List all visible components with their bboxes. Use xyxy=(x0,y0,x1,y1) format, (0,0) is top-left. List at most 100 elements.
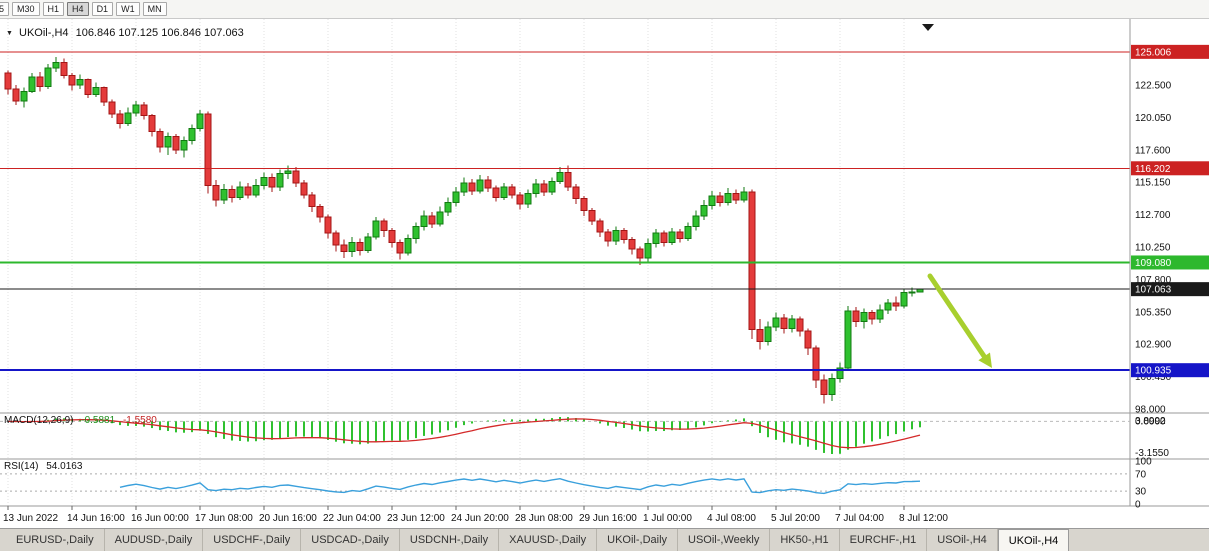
timeframe-button-w1[interactable]: W1 xyxy=(116,2,140,16)
candle-body xyxy=(684,226,692,239)
candle-body xyxy=(356,241,364,251)
chart-tab-audusd-daily[interactable]: AUDUSD-,Daily xyxy=(105,529,204,551)
chart-tabbar: EURUSD-,Daily AUDUSD-,Daily USDCHF-,Daily U… xyxy=(0,528,1209,551)
current-price-line-price-badge: 107.063 xyxy=(1131,282,1209,297)
chart-area[interactable]: 122.500 120.050 117.600 115.150 112.700 110.2… xyxy=(0,19,1209,528)
macd-signal-line xyxy=(7,418,921,449)
svg-text:107.800: 107.800 xyxy=(1135,275,1172,286)
candle-body xyxy=(28,76,36,93)
candle-body xyxy=(548,181,556,193)
candle-body xyxy=(772,317,780,328)
candle-body xyxy=(556,171,564,183)
candle-body xyxy=(900,292,908,307)
svg-text:125.006: 125.006 xyxy=(1135,47,1172,58)
candle-body xyxy=(636,248,644,259)
candle-body xyxy=(172,136,180,151)
candle-body xyxy=(284,170,292,175)
candle-body xyxy=(428,215,436,225)
candle-body xyxy=(188,128,196,142)
timeframe-button-m30[interactable]: M30 xyxy=(12,2,40,16)
candle-body xyxy=(876,309,884,320)
candle-body xyxy=(572,186,580,200)
timeframe-button-h1[interactable]: H1 xyxy=(42,2,65,16)
chart-tab-xauusd-daily[interactable]: XAUUSD-,Daily xyxy=(499,529,598,551)
candle-body xyxy=(476,179,484,192)
timeframe-button-mn[interactable]: MN xyxy=(142,2,167,16)
timeframe-toolbar: 5M30H1H4D1W1MN xyxy=(0,0,1209,19)
candle-body xyxy=(92,87,100,95)
candle-body xyxy=(828,378,836,395)
candle-body xyxy=(316,206,324,218)
scroll-marker-icon[interactable] xyxy=(922,24,934,31)
chart-tab-usdcnh-daily[interactable]: USDCNH-,Daily xyxy=(400,529,500,551)
candle-body xyxy=(68,75,76,86)
candle-body xyxy=(308,194,316,208)
candle-body xyxy=(812,347,820,381)
candle-body xyxy=(516,194,524,205)
svg-text:22 Jun 04:00: 22 Jun 04:00 xyxy=(323,513,381,524)
candle-body xyxy=(108,101,116,115)
chart-tab-hk50-h1[interactable]: HK50-,H1 xyxy=(770,529,840,551)
candle-body xyxy=(788,318,796,329)
candle-body xyxy=(36,76,44,87)
candle-body xyxy=(468,182,476,192)
candle-body xyxy=(700,204,708,217)
candle-body xyxy=(340,244,348,253)
candle-body xyxy=(884,302,892,311)
timeframe-button-5[interactable]: 5 xyxy=(0,2,10,16)
svg-text:0: 0 xyxy=(1135,500,1141,511)
svg-text:117.600: 117.600 xyxy=(1135,145,1171,156)
chart-tab-usdchf-daily[interactable]: USDCHF-,Daily xyxy=(203,529,302,551)
timeframe-button-h4[interactable]: H4 xyxy=(67,2,89,16)
candle-body xyxy=(740,191,748,201)
candle-body xyxy=(460,182,468,193)
svg-text:115.150: 115.150 xyxy=(1135,178,1171,189)
candle-body xyxy=(660,232,668,243)
candle-body xyxy=(652,232,660,245)
chart-tab-eurchf-h1[interactable]: EURCHF-,H1 xyxy=(840,529,928,551)
svg-text:70: 70 xyxy=(1135,469,1147,480)
candle-body xyxy=(732,192,740,201)
svg-text:112.700: 112.700 xyxy=(1135,210,1171,221)
chart-tab-usdcad-daily[interactable]: USDCAD-,Daily xyxy=(301,529,400,551)
price-chart-canvas[interactable]: 122.500 120.050 117.600 115.150 112.700 110.2… xyxy=(0,19,1209,528)
candle-body xyxy=(364,236,372,251)
candle-body xyxy=(484,179,492,189)
svg-text:-3.1550: -3.1550 xyxy=(1135,448,1169,459)
candle-body xyxy=(764,326,772,343)
candle-body xyxy=(268,177,276,188)
candle-body xyxy=(852,310,860,323)
chart-tab-ukoil-daily[interactable]: UKOil-,Daily xyxy=(597,529,679,551)
candle-body xyxy=(564,171,572,188)
candle-body xyxy=(620,229,628,241)
candle-body xyxy=(908,291,916,294)
svg-text:7 Jul 04:00: 7 Jul 04:00 xyxy=(835,513,884,524)
svg-text:30: 30 xyxy=(1135,487,1147,498)
timeframe-button-d1[interactable]: D1 xyxy=(91,2,114,16)
chart-tab-eurusd-daily[interactable]: EURUSD-,Daily xyxy=(6,529,105,551)
candle-body xyxy=(716,195,724,204)
chart-tab-usoil-h4[interactable]: USOil-,H4 xyxy=(927,529,998,551)
candle-body xyxy=(628,239,636,250)
svg-text:110.250: 110.250 xyxy=(1135,243,1171,254)
candle-body xyxy=(436,211,444,225)
svg-text:100: 100 xyxy=(1135,457,1152,468)
chart-tab-usoil-weekly[interactable]: USOil-,Weekly xyxy=(678,529,771,551)
candle-body xyxy=(292,170,300,184)
candle-body xyxy=(892,302,900,307)
candle-body xyxy=(804,330,812,349)
candle-body xyxy=(452,191,460,204)
candle-body xyxy=(836,367,844,380)
rsi-panel xyxy=(0,473,1130,495)
candle-body xyxy=(588,210,596,222)
chart-tab-ukoil-h4[interactable]: UKOil-,H4 xyxy=(997,529,1070,551)
candle-body xyxy=(100,87,108,103)
candle-body xyxy=(148,114,156,132)
svg-text:102.900: 102.900 xyxy=(1135,340,1172,351)
svg-text:14 Jun 16:00: 14 Jun 16:00 xyxy=(67,513,125,524)
candle-body xyxy=(540,183,548,193)
candle-body xyxy=(372,220,380,238)
candle-body xyxy=(380,220,388,231)
candle-body xyxy=(748,191,756,331)
trend-arrow[interactable] xyxy=(927,273,992,368)
